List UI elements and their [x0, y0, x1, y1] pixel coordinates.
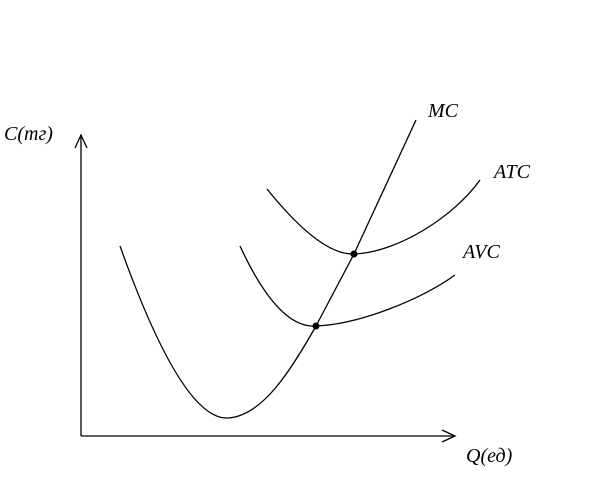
- mc-curve: [119, 119, 417, 419]
- curve-label: MC: [427, 100, 459, 122]
- intersection-point: [350, 250, 358, 258]
- curve-label: ATC: [492, 161, 531, 183]
- atc-curve: [266, 179, 481, 255]
- y-axis-label: C(тг): [4, 123, 53, 145]
- avc-curve: [239, 245, 456, 327]
- x-axis-label: Q(ед): [466, 445, 513, 467]
- intersection-point: [312, 322, 320, 330]
- x-axis-arrow: [441, 429, 457, 443]
- y-axis-arrow: [74, 133, 88, 149]
- curve-label: AVC: [461, 241, 500, 263]
